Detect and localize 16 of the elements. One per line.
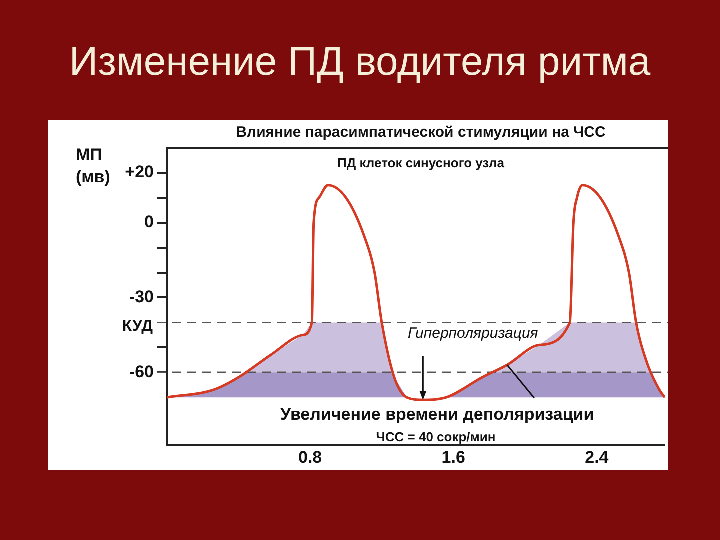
annotation: Увеличение времени деполяризации	[280, 404, 594, 424]
x-tick-label: 0.8	[298, 448, 322, 467]
chart-subtitle: Влияние парасимпатической стимуляции на ЧСС	[236, 124, 606, 142]
y-axis-title: МП (мв)	[76, 146, 110, 187]
annotation: Гиперполяризация	[408, 325, 538, 342]
x-tick-label: 1.6	[442, 448, 466, 467]
y-tick-label: +20	[125, 162, 154, 182]
annotation: ЧСС = 40 сокр/мин	[376, 430, 496, 445]
x-tick-label: 2.4	[585, 448, 610, 467]
annotation: ПД клеток синусного узла	[338, 156, 506, 171]
chart-title: Изменение ПД водителя ритма	[68, 40, 652, 85]
ref-line-label: КУД	[122, 318, 154, 336]
y-tick-label: 0	[144, 212, 154, 232]
y-tick-label: -60	[129, 362, 154, 382]
line-series	[167, 184, 665, 402]
y-tick-label: -30	[129, 287, 154, 306]
